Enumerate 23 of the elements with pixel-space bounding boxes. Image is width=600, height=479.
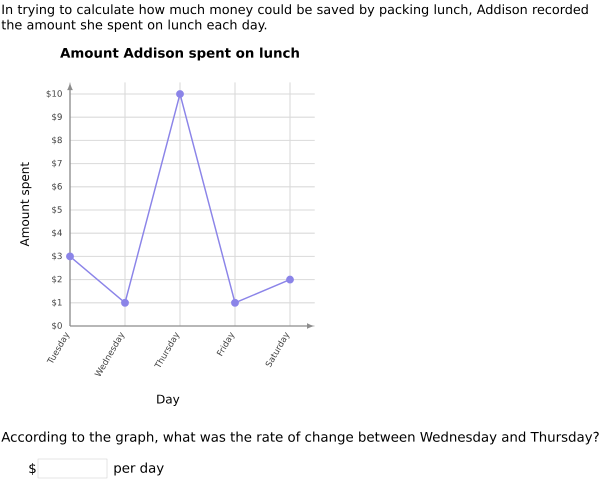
y-tick-label: $3 [52,252,62,260]
text: According to the graph, what was the rate of change between Wednesday and Thursday? [1,432,599,444]
point [176,90,184,98]
y-tick-label: $4 [52,229,62,238]
point [121,298,129,307]
y-tick-label: $1 [52,298,62,307]
text: per day [114,462,164,476]
y-tick-label: $5 [52,206,62,214]
y-tick-label: $0 [52,322,62,330]
y-tick-label: $9 [52,113,62,122]
y-tick-label: $10 [46,90,62,98]
text: In trying to calculate how much money could be saved by packing lunch, Addison recorded the amount she spent on lunch each day. [2,4,588,32]
point [286,276,294,284]
y-tick-label: $8 [52,136,62,144]
y-tick-label: $2 [52,276,62,284]
chart-title: Amount Addison spent on lunch [60,48,299,60]
x-axis-title: Day [157,394,180,406]
text: $ [29,462,36,476]
y-tick-label: $6 [52,182,62,191]
y-axis-title: Amount spent [20,162,32,246]
point [231,298,239,307]
y-tick-label: $7 [52,160,62,168]
point [66,252,74,260]
